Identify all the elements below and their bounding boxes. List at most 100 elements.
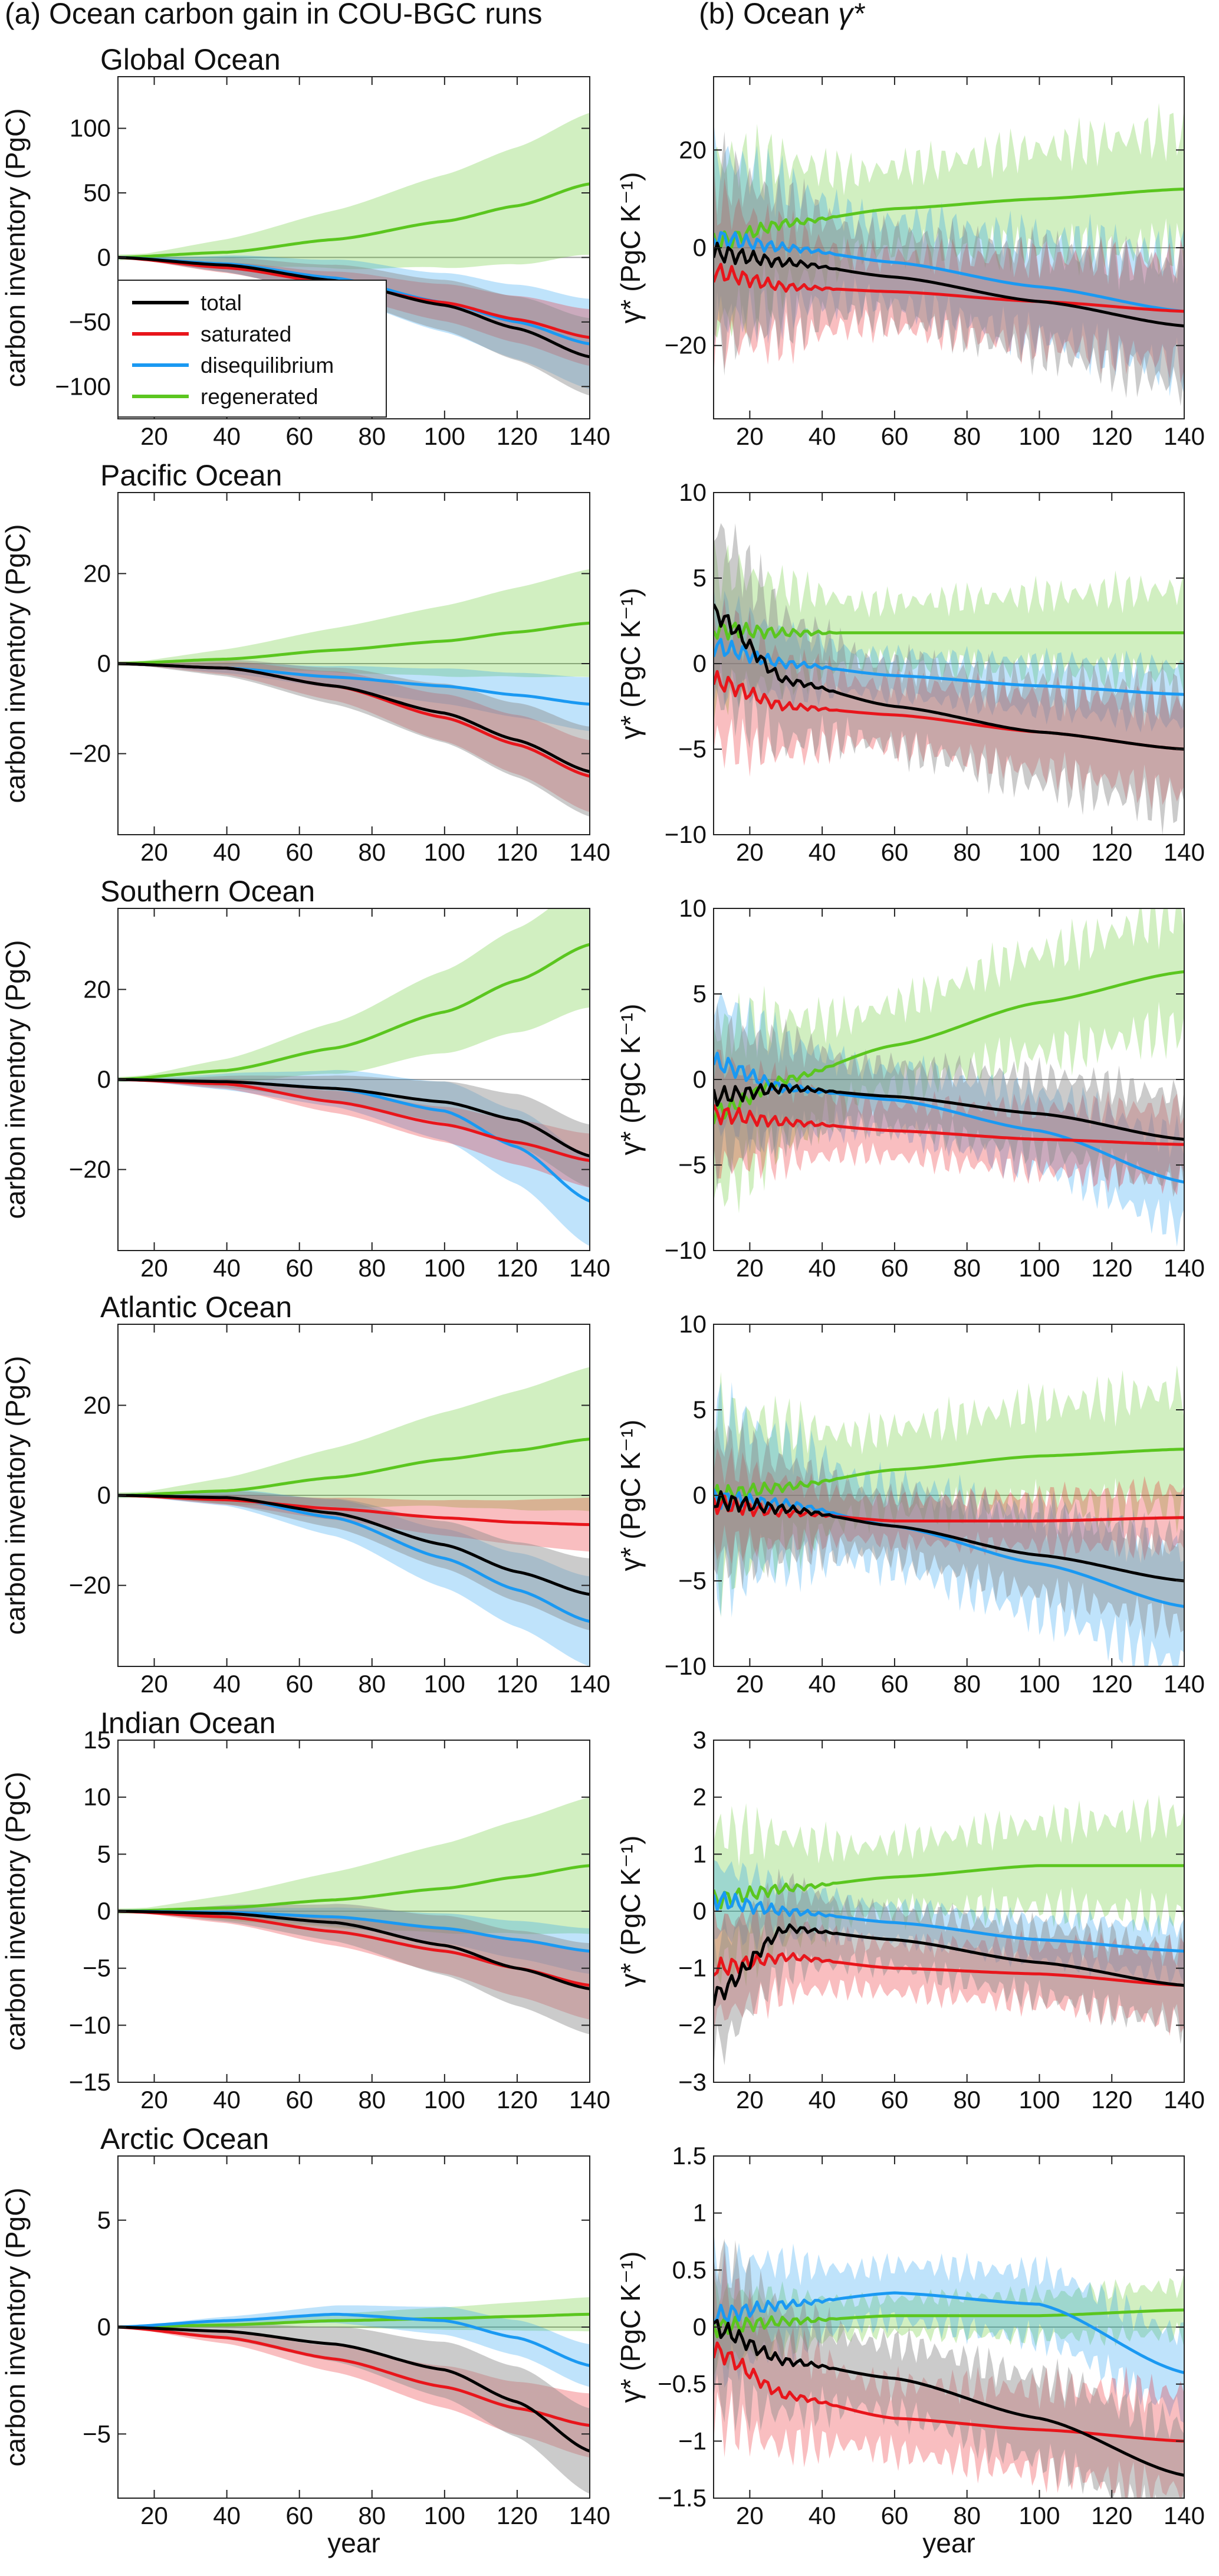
y-tick-label: −10 [69, 2011, 111, 2039]
x-tick-label: 140 [569, 1670, 610, 1698]
band-regenerated [714, 2272, 1184, 2377]
band-regenerated [118, 1797, 590, 1934]
band-disequilibrium [714, 121, 1184, 396]
x-tick-label: 100 [424, 2502, 465, 2529]
x-tick-label: 100 [1018, 1670, 1060, 1698]
column-header-b: (b) Ocean γ* [699, 0, 865, 30]
y-tick-label: −1 [678, 2427, 707, 2454]
y-tick-label: −10 [665, 1236, 707, 1264]
x-tick-label: 100 [424, 838, 465, 866]
x-tick-label: 20 [140, 2502, 168, 2529]
line-disequilibrium [714, 638, 1184, 696]
x-tick-label: 120 [497, 2502, 538, 2529]
band-disequilibrium [118, 1069, 590, 1246]
y-tick-label: 0 [97, 243, 111, 271]
x-tick-label: 80 [953, 1254, 981, 1282]
x-tick-label: 140 [1164, 2086, 1205, 2114]
y-axis-label: carbon inventory (PgC) [0, 940, 31, 1219]
line-total [714, 1082, 1184, 1141]
plot-area [714, 523, 1184, 835]
x-tick-label: 120 [1091, 2086, 1132, 2114]
line-saturated [118, 1494, 590, 1527]
y-tick-label: 1 [693, 1840, 707, 1868]
y-axis-label: carbon inventory (PgC) [0, 2188, 31, 2467]
x-tick-label: 120 [497, 2086, 538, 2114]
x-tick-label: 60 [881, 422, 909, 450]
panel-b-row-0: 20 40 60 80 100 120 140 −20 0 20 γ* (PgC K⁻¹) [615, 76, 1205, 450]
line-disequilibrium [714, 1891, 1184, 1953]
band-total [118, 1491, 590, 1630]
y-axis-label: γ* (PgC K⁻¹) [615, 588, 646, 740]
x-tick-label: 80 [358, 422, 386, 450]
x-tick-label: 140 [569, 2086, 610, 2114]
x-tick-label: 40 [809, 2502, 836, 2529]
band-regenerated [714, 1794, 1184, 1989]
plot-area [118, 908, 590, 1246]
band-saturated [714, 2252, 1184, 2498]
line-disequilibrium [714, 231, 1184, 313]
band-saturated [714, 598, 1184, 810]
y-tick-label: 0 [97, 2313, 111, 2341]
line-saturated [714, 1104, 1184, 1146]
panel-a-row-3: 20 40 60 80 100 120 140 −20 0 20 Atlantic Ocean car… [0, 1291, 610, 1698]
x-tick-label: 140 [569, 422, 610, 450]
x-tick-label: 80 [358, 1670, 386, 1698]
line-total [714, 603, 1184, 751]
x-tick-label: 20 [140, 838, 168, 866]
y-tick-label: 0 [97, 649, 111, 677]
x-tick-label: 140 [569, 2502, 610, 2529]
x-tick-label: 120 [1091, 838, 1132, 866]
column-header-b-prefix: (b) Ocean [699, 0, 838, 30]
y-tick-label: −2 [678, 2011, 707, 2039]
y-tick-label: 0 [693, 1897, 707, 1925]
y-tick-label: −5 [678, 735, 707, 763]
y-axis-label: γ* (PgC K⁻¹) [615, 172, 646, 324]
band-regenerated [118, 908, 590, 1082]
band-total [118, 659, 590, 817]
x-tick-label: 20 [140, 1670, 168, 1698]
band-disequilibrium [714, 1860, 1184, 1986]
x-tick-label: 80 [953, 838, 981, 866]
line-total [714, 1490, 1184, 1583]
region-title: Arctic Ocean [100, 2122, 269, 2155]
y-tick-label: −100 [55, 372, 111, 400]
y-tick-label: −5 [678, 1567, 707, 1594]
band-total [118, 1075, 590, 1188]
x-axis-label: year [922, 2528, 975, 2558]
band-regenerated [714, 908, 1184, 1213]
region-title: Pacific Ocean [100, 459, 282, 492]
x-tick-label: 140 [1164, 422, 1205, 450]
line-regenerated [714, 1864, 1184, 1909]
line-total [714, 241, 1184, 328]
line-regenerated [714, 621, 1184, 641]
line-total [118, 2325, 590, 2453]
x-tick-label: 80 [953, 2502, 981, 2529]
y-axis-label: γ* (PgC K⁻¹) [615, 2252, 646, 2403]
y-tick-label: −20 [69, 1571, 111, 1599]
band-total [714, 132, 1184, 406]
x-axis-label: year [327, 2528, 380, 2558]
region-title: Indian Ocean [100, 1707, 275, 1740]
x-tick-label: 60 [881, 2502, 909, 2529]
panel-a-row-1: 20 40 60 80 100 120 140 −20 0 20 Pacific Ocean carb… [0, 459, 610, 866]
plot-area [714, 1365, 1184, 1666]
x-tick-label: 60 [881, 838, 909, 866]
x-tick-label: 140 [1164, 1254, 1205, 1282]
line-saturated [714, 262, 1184, 313]
panel-b-row-2: 20 40 60 80 100 120 140 −10 −5 0 5 10 γ* (PgC K⁻¹) [615, 894, 1205, 1282]
x-tick-label: 60 [285, 2502, 313, 2529]
band-saturated [118, 1494, 590, 1552]
y-tick-label: −10 [665, 1652, 707, 1680]
x-tick-label: 60 [881, 1670, 909, 1698]
y-tick-label: −15 [69, 2068, 111, 2096]
line-total [714, 1923, 1184, 2006]
plot-area [118, 2297, 590, 2494]
line-regenerated [714, 188, 1184, 250]
plot-area [714, 2230, 1184, 2498]
y-tick-label: 5 [693, 1396, 707, 1423]
line-regenerated [714, 970, 1184, 1124]
band-regenerated [714, 103, 1184, 338]
y-axis-label: carbon inventory (PgC) [0, 1356, 31, 1635]
x-tick-label: 140 [569, 838, 610, 866]
y-axis-label: carbon inventory (PgC) [0, 524, 31, 803]
